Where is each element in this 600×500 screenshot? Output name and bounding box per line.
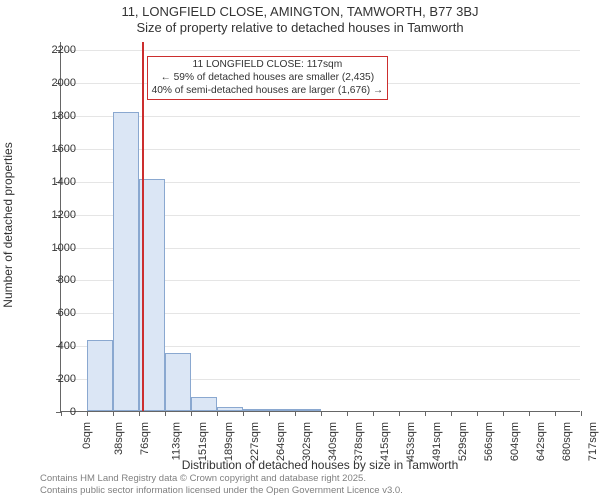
histogram-bar <box>87 340 113 411</box>
histogram-bar <box>217 407 243 411</box>
y-tick-label: 400 <box>36 340 76 352</box>
histogram-bar <box>243 409 269 411</box>
x-tick-mark <box>347 411 348 416</box>
x-tick-mark <box>243 411 244 416</box>
annotation-line1: 11 LONGFIELD CLOSE: 117sqm <box>152 59 384 72</box>
x-tick-label: 76sqm <box>139 422 151 455</box>
histogram-bar <box>165 353 191 411</box>
x-tick-label: 264sqm <box>275 422 287 461</box>
annotation-box: 11 LONGFIELD CLOSE: 117sqm ← 59% of deta… <box>147 56 389 100</box>
footer-line1: Contains HM Land Registry data © Crown c… <box>40 473 403 484</box>
x-tick-label: 378sqm <box>353 422 365 461</box>
x-tick-mark <box>139 411 140 416</box>
y-tick-label: 1200 <box>36 209 76 221</box>
x-tick-mark <box>399 411 400 416</box>
y-tick-label: 800 <box>36 274 76 286</box>
x-tick-label: 529sqm <box>457 422 469 461</box>
chart-container: 11, LONGFIELD CLOSE, AMINGTON, TAMWORTH,… <box>0 0 600 500</box>
footer-attribution: Contains HM Land Registry data © Crown c… <box>40 473 403 496</box>
x-tick-label: 340sqm <box>327 422 339 461</box>
x-tick-mark <box>555 411 556 416</box>
x-tick-mark <box>113 411 114 416</box>
x-tick-mark <box>477 411 478 416</box>
y-tick-label: 1600 <box>36 143 76 155</box>
x-tick-mark <box>87 411 88 416</box>
x-tick-mark <box>191 411 192 416</box>
histogram-bar <box>113 112 139 411</box>
chart-title-line2: Size of property relative to detached ho… <box>0 20 600 35</box>
x-tick-label: 302sqm <box>301 422 313 461</box>
y-axis-label: Number of detached properties <box>1 142 15 307</box>
x-tick-mark <box>425 411 426 416</box>
histogram-bar <box>269 409 295 411</box>
reference-line <box>142 42 144 411</box>
x-tick-label: 491sqm <box>431 422 443 461</box>
x-tick-mark <box>165 411 166 416</box>
x-tick-label: 415sqm <box>379 422 391 461</box>
x-tick-mark <box>451 411 452 416</box>
x-tick-mark <box>269 411 270 416</box>
chart-title-line1: 11, LONGFIELD CLOSE, AMINGTON, TAMWORTH,… <box>0 4 600 19</box>
annotation-line3: 40% of semi-detached houses are larger (… <box>152 85 384 98</box>
gridline <box>61 50 580 51</box>
x-tick-label: 642sqm <box>535 422 547 461</box>
y-tick-label: 1000 <box>36 242 76 254</box>
y-tick-label: 1800 <box>36 110 76 122</box>
x-tick-label: 566sqm <box>483 422 495 461</box>
y-tick-label: 2200 <box>36 44 76 56</box>
x-tick-label: 113sqm <box>170 422 182 460</box>
x-tick-label: 189sqm <box>223 422 235 461</box>
x-tick-mark <box>373 411 374 416</box>
x-tick-label: 717sqm <box>587 422 599 461</box>
y-tick-label: 2000 <box>36 77 76 89</box>
x-tick-label: 227sqm <box>249 422 261 461</box>
x-tick-mark <box>581 411 582 416</box>
x-axis-label: Distribution of detached houses by size … <box>60 458 580 472</box>
histogram-bar <box>295 409 321 411</box>
x-tick-mark <box>503 411 504 416</box>
annotation-line2: ← 59% of detached houses are smaller (2,… <box>152 72 384 85</box>
y-tick-label: 0 <box>36 406 76 418</box>
x-tick-mark <box>529 411 530 416</box>
x-tick-mark <box>217 411 218 416</box>
x-tick-label: 453sqm <box>405 422 417 461</box>
y-tick-label: 1400 <box>36 176 76 188</box>
y-tick-label: 200 <box>36 373 76 385</box>
x-tick-label: 680sqm <box>561 422 573 461</box>
x-tick-label: 0sqm <box>81 422 93 449</box>
histogram-bar <box>191 397 217 411</box>
x-tick-label: 151sqm <box>197 422 209 461</box>
y-tick-label: 600 <box>36 307 76 319</box>
x-tick-mark <box>321 411 322 416</box>
x-tick-label: 604sqm <box>509 422 521 461</box>
x-tick-mark <box>295 411 296 416</box>
x-tick-label: 38sqm <box>113 422 125 455</box>
footer-line2: Contains public sector information licen… <box>40 485 403 496</box>
